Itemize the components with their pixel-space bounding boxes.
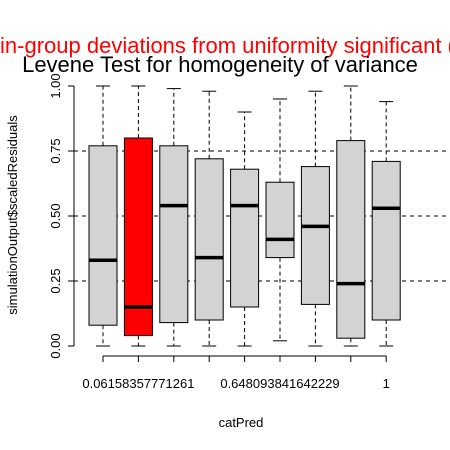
chart-subtitle: Within-group deviations from uniformity … — [0, 33, 450, 58]
y-tick-label-2: 0.50 — [48, 203, 63, 228]
y-tick-label-4: 1.00 — [48, 73, 63, 98]
y-tick-label-0: 0.00 — [48, 333, 63, 358]
x-tick-label-1: 0.648093841642229 — [220, 376, 339, 391]
box-4-body — [230, 168, 260, 308]
y-tick-label-1: 0.25 — [48, 268, 63, 293]
box-1-body — [123, 137, 153, 337]
plot-area: 0.00 0.25 0.50 0.75 1.00 0.06158357771261 0.64… — [48, 73, 450, 391]
box-0-body — [88, 145, 118, 326]
box-7-body — [336, 140, 366, 339]
y-axis-label: simulationOutput$scaledResiduals — [5, 115, 20, 315]
box-3-body — [194, 158, 224, 321]
x-tick-label-2: 1 — [383, 376, 390, 391]
x-tick-label-0: 0.06158357771261 — [82, 376, 194, 391]
y-tick-label-3: 0.75 — [48, 138, 63, 163]
box-6-body — [300, 166, 330, 305]
x-axis-label: catPred — [219, 415, 264, 430]
chart-title: Levene Test for homogeneity of variance — [22, 52, 418, 77]
box-2-body — [159, 145, 189, 324]
box-8-body — [371, 160, 401, 321]
box-5-body — [265, 181, 295, 259]
